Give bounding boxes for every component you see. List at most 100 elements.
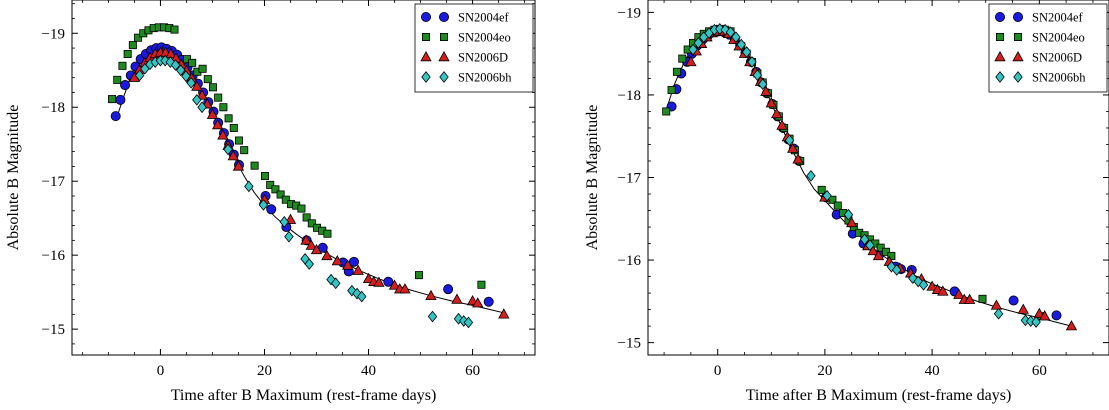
series-sn2004eo: [108, 23, 486, 289]
legend-label: SN2004ef: [1032, 11, 1084, 25]
legend-marker: [421, 71, 431, 83]
data-point-sn2004ef: [120, 80, 131, 91]
data-point-sn2006d: [232, 160, 245, 171]
data-point-sn2004eo: [240, 146, 249, 155]
legend-label: SN2004eo: [1032, 31, 1085, 45]
data-point-sn2004eo: [128, 41, 137, 50]
legend-marker: [438, 50, 450, 62]
data-point-sn2006d: [310, 243, 323, 255]
data-point-sn2004eo: [297, 204, 306, 213]
data-point-sn2006bh: [918, 278, 929, 291]
data-point-sn2004eo: [214, 93, 223, 102]
data-point-sn2006d: [399, 283, 411, 294]
data-point-sn2006bh: [736, 38, 746, 51]
data-point-sn2006d: [770, 107, 783, 119]
data-point-sn2004eo: [281, 195, 290, 204]
data-point-sn2006d: [787, 142, 799, 153]
data-point-sn2006d: [425, 289, 437, 301]
legend-label: SN2004eo: [458, 31, 511, 45]
y-tick-label: −15: [618, 336, 641, 352]
data-point-sn2006bh: [357, 290, 367, 303]
plot-area: [108, 23, 510, 329]
legend-label: SN2006bh: [458, 71, 512, 85]
data-point-sn2004ef: [348, 256, 359, 267]
data-point-sn2006d: [211, 118, 224, 130]
data-point-sn2006bh: [892, 264, 902, 276]
data-point-sn2006d: [217, 129, 229, 140]
data-point-sn2004eo: [276, 190, 285, 199]
data-point-sn2004eo: [250, 161, 259, 170]
legend-marker: [1014, 33, 1023, 42]
data-point-sn2006bh: [822, 189, 832, 202]
y-tick-label: −19: [618, 5, 641, 21]
data-point-sn2004ef: [1051, 310, 1062, 321]
legend-marker: [421, 33, 430, 42]
data-point-sn2006d: [472, 297, 484, 308]
x-tick-label: 0: [714, 363, 722, 379]
data-point-sn2006bh: [731, 31, 741, 43]
data-point-sn2006bh: [757, 78, 768, 91]
legend-label: SN2006D: [458, 51, 508, 65]
y-tick-label: −17: [618, 171, 642, 187]
data-point-sn2004eo: [229, 123, 238, 132]
legend-marker: [420, 50, 432, 62]
legend-label: SN2006D: [1032, 51, 1082, 65]
data-point-sn2004eo: [123, 49, 132, 58]
legend-marker: [1013, 11, 1024, 22]
data-point-sn2006d: [926, 280, 938, 291]
data-point-sn2006d: [1017, 303, 1029, 314]
data-point-sn2006d: [1038, 310, 1051, 321]
data-point-sn2004eo: [224, 114, 233, 123]
data-point-sn2004eo: [817, 185, 826, 194]
data-point-sn2006bh: [176, 64, 186, 77]
data-point-sn2004eo: [261, 172, 270, 181]
data-point-sn2004eo: [678, 54, 687, 63]
data-point-sn2004eo: [302, 213, 311, 222]
data-point-sn2006bh: [752, 69, 763, 81]
data-point-sn2004eo: [414, 271, 423, 280]
legend-marker: [996, 33, 1005, 42]
data-point-sn2006d: [765, 97, 777, 108]
data-point-sn2006bh: [181, 70, 191, 83]
data-point-sn2004eo: [978, 294, 987, 303]
data-point-sn2004eo: [188, 58, 197, 67]
series-sn2006bh: [134, 54, 474, 329]
data-point-sn2006bh: [688, 43, 698, 56]
data-point-sn2006d: [388, 279, 401, 290]
data-point-sn2004eo: [667, 85, 676, 94]
x-tick-label: 60: [465, 363, 480, 379]
data-point-sn2004ef: [1008, 295, 1019, 306]
data-point-sn2004eo: [203, 75, 212, 84]
data-point-sn2006d: [321, 249, 333, 261]
data-point-sn2006d: [451, 293, 463, 304]
data-point-sn2004eo: [219, 103, 228, 112]
data-point-sn2004eo: [307, 219, 316, 228]
legend-marker: [1012, 50, 1024, 62]
y-tick-label: −18: [42, 100, 65, 116]
legend-marker: [995, 71, 1005, 83]
data-point-sn2004eo: [134, 33, 143, 42]
legend-marker: [438, 11, 449, 22]
data-point-sn2006d: [498, 308, 510, 319]
data-point-sn2006d: [867, 244, 879, 256]
data-point-sn2006bh: [284, 230, 294, 243]
legend-marker: [994, 50, 1006, 62]
legend: SN2004ef SN2004eo SN2006D SN2006bh: [988, 3, 1108, 93]
data-point-sn2006d: [776, 119, 788, 130]
legend-box: [414, 3, 534, 93]
data-point-sn2004eo: [266, 180, 275, 189]
data-point-sn2006d: [937, 285, 949, 296]
chart-panel-2: 0 20 40 60 −19 −18 −17 −16 −15 Time after B Maxim…: [584, 0, 1109, 404]
legend: SN2004ef SN2004eo SN2006D SN2006bh: [414, 3, 534, 93]
data-point-sn2006bh: [197, 101, 207, 114]
plot-area: [662, 23, 1078, 331]
data-point-sn2006bh: [223, 143, 233, 156]
data-point-sn2006d: [191, 80, 203, 91]
legend-marker: [1013, 71, 1023, 83]
data-point-sn2004eo: [662, 107, 671, 116]
data-point-sn2006d: [196, 89, 208, 100]
data-point-sn2006d: [963, 293, 976, 304]
data-point-sn2006d: [227, 150, 239, 161]
data-point-sn2006d: [872, 249, 885, 261]
data-point-sn2006d: [760, 85, 772, 96]
